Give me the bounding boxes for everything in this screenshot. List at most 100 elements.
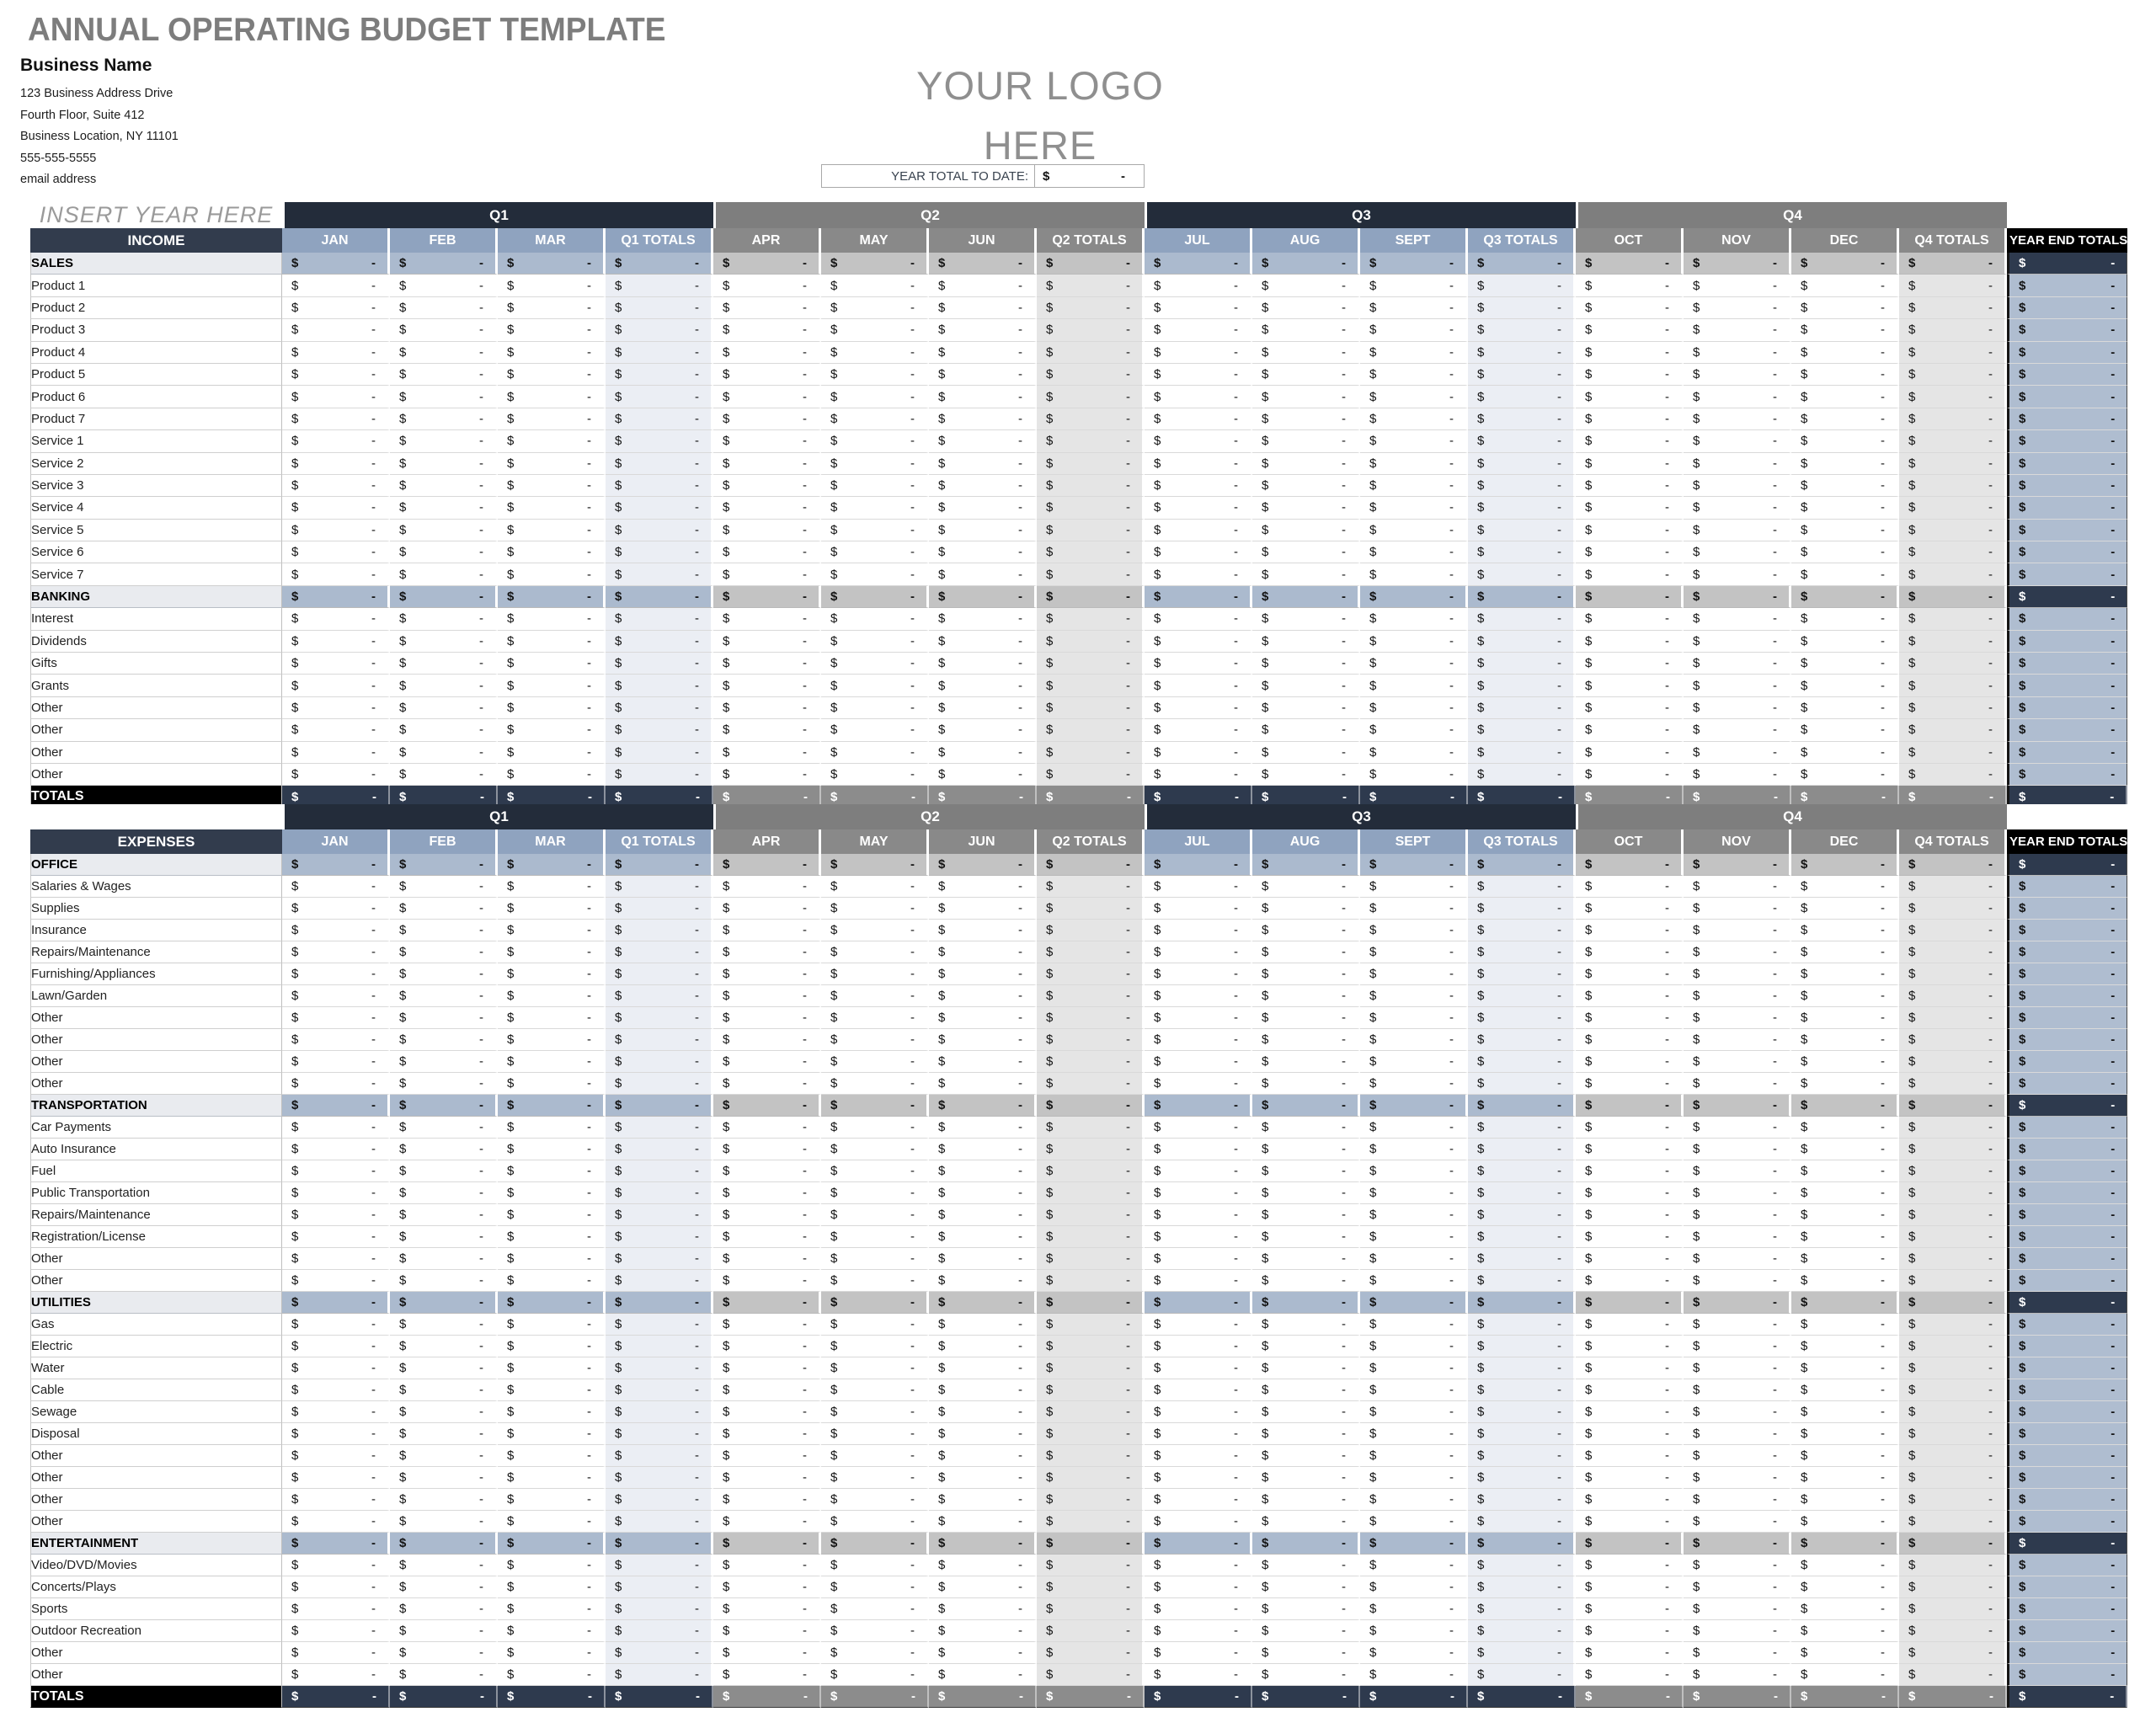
amount-cell[interactable]: $ -: [1576, 941, 1684, 963]
amount-cell[interactable]: $ -: [821, 1029, 929, 1051]
amount-cell[interactable]: $ -: [1791, 876, 1899, 898]
amount-cell[interactable]: $ -: [1576, 1029, 1684, 1051]
amount-cell[interactable]: $ -: [1252, 1029, 1360, 1051]
amount-cell[interactable]: $ -: [1145, 1533, 1252, 1555]
amount-cell[interactable]: $ -: [1791, 1204, 1899, 1226]
amount-cell[interactable]: $ -: [1576, 1117, 1684, 1139]
row-label[interactable]: Other: [30, 1073, 282, 1095]
amount-cell[interactable]: $ -: [606, 1007, 713, 1029]
section-label[interactable]: BANKING: [30, 585, 282, 609]
amount-cell[interactable]: $ -: [1252, 1160, 1360, 1182]
amount-cell[interactable]: $ -: [1468, 386, 1576, 408]
amount-cell[interactable]: $ -: [1145, 1336, 1252, 1357]
amount-cell[interactable]: $ -: [929, 675, 1037, 697]
amount-cell[interactable]: $ -: [390, 696, 498, 720]
amount-cell[interactable]: $ -: [1360, 341, 1468, 364]
amount-cell[interactable]: $ -: [606, 296, 713, 320]
amount-cell[interactable]: $ -: [1576, 608, 1684, 631]
amount-cell[interactable]: $ -: [498, 963, 606, 985]
amount-cell[interactable]: $ -: [1360, 608, 1468, 631]
amount-cell[interactable]: $ -: [1360, 319, 1468, 342]
amount-cell[interactable]: $ -: [1899, 1139, 2007, 1160]
amount-cell[interactable]: $ -: [1791, 253, 1899, 275]
amount-cell[interactable]: $ -: [1684, 497, 1791, 520]
row-label[interactable]: Other: [30, 719, 282, 742]
amount-cell[interactable]: $ -: [1576, 696, 1684, 720]
amount-cell[interactable]: $ -: [1252, 341, 1360, 364]
row-label[interactable]: Gifts: [30, 653, 282, 675]
amount-cell[interactable]: $ -: [1899, 319, 2007, 342]
row-label[interactable]: Concerts/Plays: [30, 1576, 282, 1598]
amount-cell[interactable]: $ -: [713, 1095, 821, 1117]
amount-cell[interactable]: $ -: [821, 275, 929, 297]
amount-cell[interactable]: $ -: [1037, 296, 1145, 320]
amount-cell[interactable]: $ -: [1576, 1533, 1684, 1555]
amount-cell[interactable]: $ -: [821, 1357, 929, 1379]
amount-cell[interactable]: $ -: [1037, 253, 1145, 275]
amount-cell[interactable]: $ -: [1791, 519, 1899, 542]
amount-cell[interactable]: $ -: [1576, 1379, 1684, 1401]
amount-cell[interactable]: $ -: [1360, 1095, 1468, 1117]
amount-cell[interactable]: $ -: [498, 1401, 606, 1423]
amount-cell[interactable]: $ -: [713, 1160, 821, 1182]
amount-cell[interactable]: $ -: [1899, 452, 2007, 475]
amount-cell[interactable]: $ -: [821, 430, 929, 453]
amount-cell[interactable]: $ -: [1791, 497, 1899, 520]
amount-cell[interactable]: $ -: [2007, 452, 2128, 475]
amount-cell[interactable]: $ -: [390, 675, 498, 697]
amount-cell[interactable]: $ -: [1037, 1204, 1145, 1226]
amount-cell[interactable]: $ -: [929, 1686, 1037, 1708]
year-end-totals-header[interactable]: YEAR END TOTALS: [2007, 829, 2128, 854]
amount-cell[interactable]: $ -: [929, 296, 1037, 320]
amount-cell[interactable]: $ -: [1684, 1095, 1791, 1117]
amount-cell[interactable]: $ -: [1899, 630, 2007, 653]
amount-cell[interactable]: $ -: [2007, 941, 2128, 963]
amount-cell[interactable]: $ -: [713, 474, 821, 498]
amount-cell[interactable]: $ -: [1360, 920, 1468, 941]
amount-cell[interactable]: $ -: [2007, 876, 2128, 898]
amount-cell[interactable]: $ -: [1360, 1445, 1468, 1467]
amount-cell[interactable]: $ -: [1145, 1598, 1252, 1620]
amount-cell[interactable]: $ -: [498, 341, 606, 364]
amount-cell[interactable]: $ -: [821, 653, 929, 675]
quarter-totals-header-q3-totals[interactable]: Q3 TOTALS: [1468, 228, 1576, 253]
amount-cell[interactable]: $ -: [606, 1467, 713, 1489]
amount-cell[interactable]: $ -: [1037, 563, 1145, 586]
amount-cell[interactable]: $ -: [2007, 763, 2128, 787]
year-total-value-cell[interactable]: $ -: [1034, 165, 1144, 187]
amount-cell[interactable]: $ -: [821, 1401, 929, 1423]
amount-cell[interactable]: $ -: [2007, 474, 2128, 498]
month-header-mar[interactable]: MAR: [498, 228, 606, 253]
amount-cell[interactable]: $ -: [1468, 696, 1576, 720]
amount-cell[interactable]: $ -: [390, 1620, 498, 1642]
amount-cell[interactable]: $ -: [1468, 1664, 1576, 1686]
amount-cell[interactable]: $ -: [282, 1204, 390, 1226]
amount-cell[interactable]: $ -: [1360, 452, 1468, 475]
amount-cell[interactable]: $ -: [606, 920, 713, 941]
amount-cell[interactable]: $ -: [1468, 363, 1576, 387]
amount-cell[interactable]: $ -: [1468, 497, 1576, 520]
amount-cell[interactable]: $ -: [1468, 653, 1576, 675]
amount-cell[interactable]: $ -: [1360, 386, 1468, 408]
amount-cell[interactable]: $ -: [1684, 1007, 1791, 1029]
amount-cell[interactable]: $ -: [929, 430, 1037, 453]
amount-cell[interactable]: $ -: [1468, 1336, 1576, 1357]
amount-cell[interactable]: $ -: [1145, 474, 1252, 498]
amount-cell[interactable]: $ -: [390, 1401, 498, 1423]
amount-cell[interactable]: $ -: [713, 1511, 821, 1533]
amount-cell[interactable]: $ -: [282, 519, 390, 542]
amount-cell[interactable]: $ -: [1252, 854, 1360, 876]
amount-cell[interactable]: $ -: [1037, 1598, 1145, 1620]
amount-cell[interactable]: $ -: [1145, 585, 1252, 609]
amount-cell[interactable]: $ -: [1360, 1642, 1468, 1664]
amount-cell[interactable]: $ -: [498, 1489, 606, 1511]
amount-cell[interactable]: $ -: [713, 898, 821, 920]
amount-cell[interactable]: $ -: [1791, 653, 1899, 675]
amount-cell[interactable]: $ -: [713, 363, 821, 387]
amount-cell[interactable]: $ -: [929, 1642, 1037, 1664]
amount-cell[interactable]: $ -: [1791, 1073, 1899, 1095]
amount-cell[interactable]: $ -: [282, 941, 390, 963]
amount-cell[interactable]: $ -: [2007, 854, 2128, 876]
amount-cell[interactable]: $ -: [713, 696, 821, 720]
amount-cell[interactable]: $ -: [929, 963, 1037, 985]
